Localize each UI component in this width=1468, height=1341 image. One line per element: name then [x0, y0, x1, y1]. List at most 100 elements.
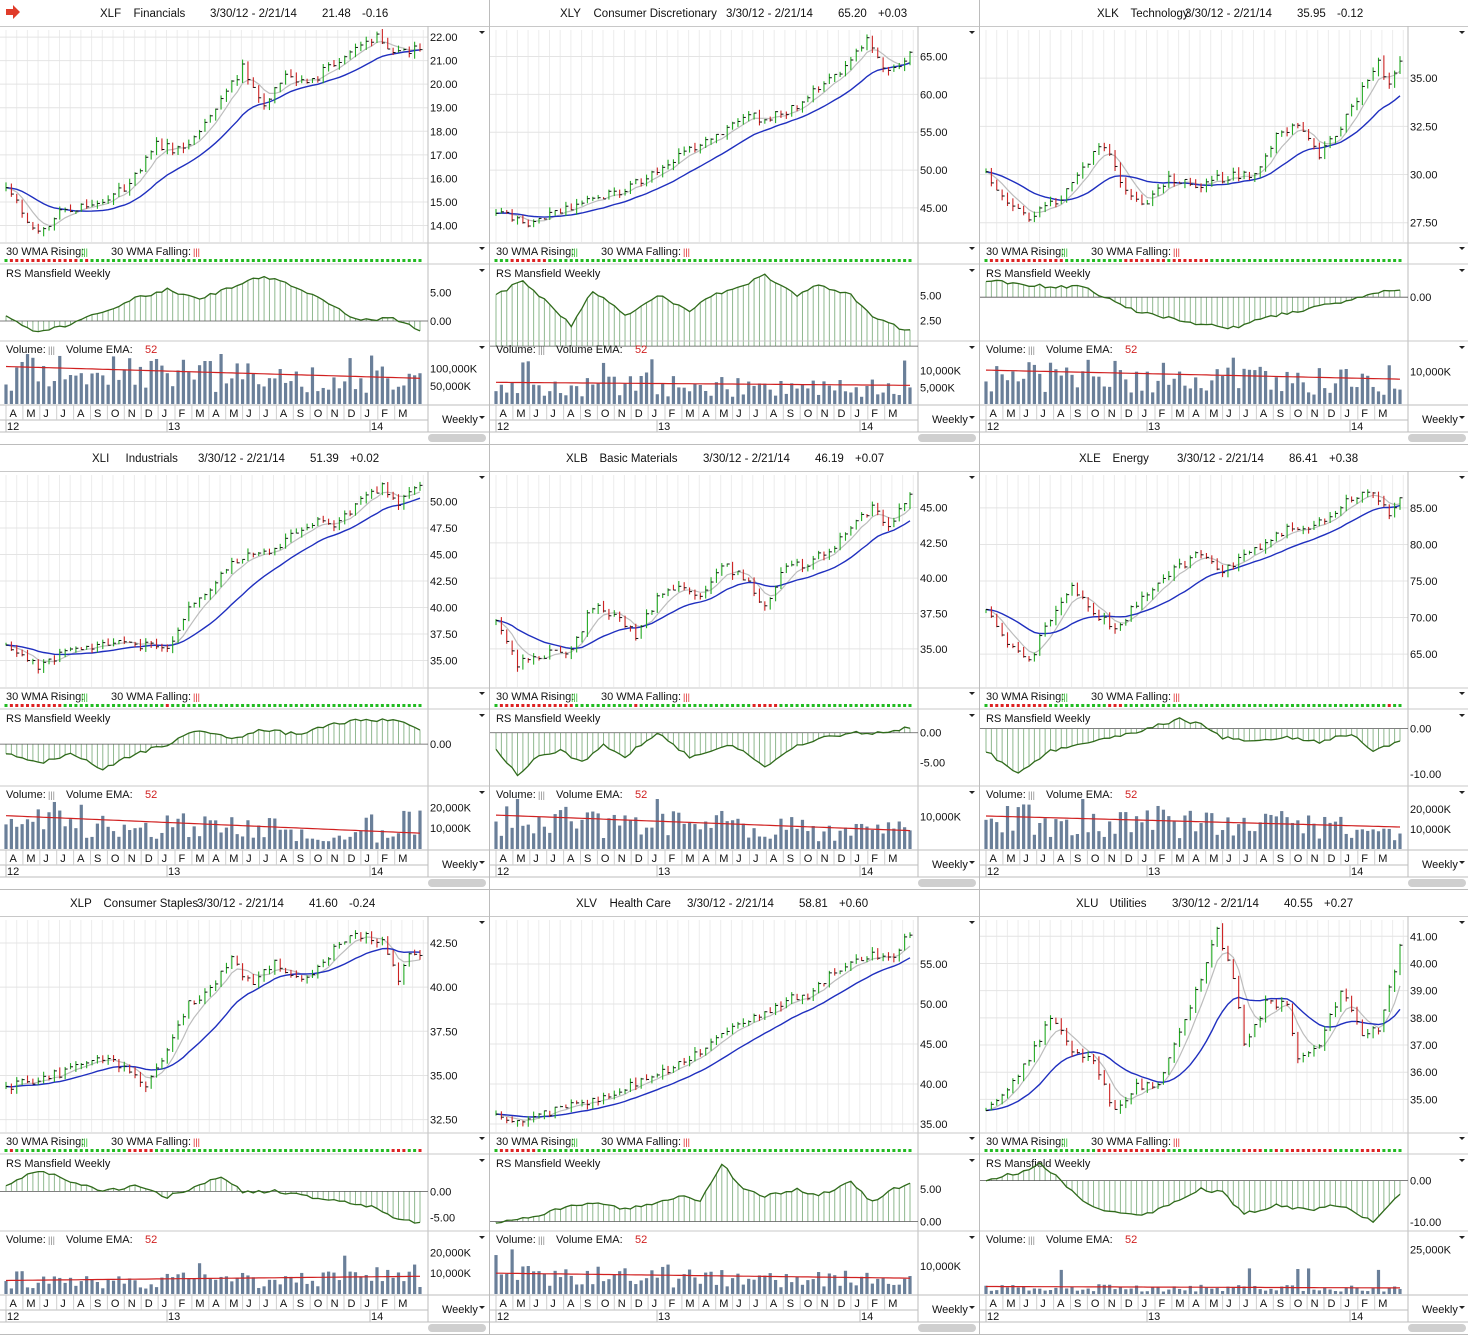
- wma-status-dot: [1006, 259, 1009, 262]
- volume-bar: [688, 1270, 691, 1294]
- wma-status-dot: [316, 259, 319, 262]
- wma-status-dot: [1146, 259, 1149, 262]
- wma-status-dot: [763, 259, 766, 262]
- volume-tick-label: 20,000K: [430, 1247, 472, 1259]
- wma-status-dot: [252, 259, 255, 262]
- month-label: J: [246, 408, 252, 420]
- wma-status-dot: [198, 704, 201, 707]
- wma-status-dot: [1307, 704, 1310, 707]
- scrollbar-thumb[interactable]: [918, 879, 976, 887]
- month-label: M: [516, 408, 525, 420]
- volume-bar: [785, 394, 788, 404]
- wma-status-dot: [15, 704, 18, 707]
- wma-falling-label: 30 WMA Falling:: [111, 1136, 191, 1148]
- wma-status-dot: [817, 704, 820, 707]
- wma-status-dot: [1226, 259, 1229, 262]
- volume-bar: [10, 1288, 13, 1294]
- scrollbar-thumb[interactable]: [428, 1324, 486, 1332]
- volume-bar: [871, 830, 874, 849]
- wma-status-dot: [392, 1149, 395, 1152]
- price-tick-label: 50.00: [920, 165, 948, 177]
- month-label: N: [1311, 853, 1319, 865]
- volume-bar: [117, 380, 120, 404]
- volume-bar: [289, 1277, 292, 1294]
- wma-status-dot: [332, 1149, 335, 1152]
- wma-status-dot: [693, 704, 696, 707]
- wma-status-dot: [710, 259, 713, 262]
- month-label: A: [567, 853, 575, 865]
- volume-bar: [1393, 840, 1396, 849]
- volume-bar: [268, 818, 271, 849]
- rs-label: RS Mansfield Weekly: [986, 268, 1091, 280]
- volume-bar: [720, 377, 723, 404]
- month-label: F: [871, 408, 878, 420]
- wma-status-dot: [26, 1149, 29, 1152]
- wma-status-dot: [1033, 704, 1036, 707]
- volume-bar: [37, 809, 40, 849]
- wma-status-dot: [1119, 259, 1122, 262]
- volume-tick-label: 20,000K: [1410, 804, 1452, 816]
- volume-ema-label: Volume EMA:: [556, 1234, 623, 1246]
- volume-bar: [289, 381, 292, 404]
- month-label: M: [888, 1298, 897, 1310]
- year-label: 12: [497, 421, 509, 433]
- year-label: 12: [7, 866, 19, 878]
- price-tick-label: 45.00: [430, 550, 458, 562]
- month-label: M: [195, 408, 204, 420]
- price-tick-label: 15.00: [430, 197, 458, 209]
- wma-status-dot: [1087, 704, 1090, 707]
- wma-status-dot: [779, 704, 782, 707]
- volume-bar: [882, 1278, 885, 1294]
- volume-bar: [709, 396, 712, 404]
- volume-bar: [21, 1271, 24, 1294]
- volume-bar: [284, 1276, 287, 1294]
- month-label: O: [1091, 408, 1100, 420]
- wma-status-dot: [1382, 259, 1385, 262]
- wma-status-dot: [822, 259, 825, 262]
- wma-status-dot: [570, 1149, 573, 1152]
- wma-status-dot: [511, 259, 514, 262]
- volume-bar: [408, 1272, 411, 1294]
- wma-status-dot: [990, 259, 993, 262]
- price-tick-label: 40.00: [430, 982, 458, 994]
- wma-status-dot: [1054, 259, 1057, 262]
- wma-status-dot: [101, 704, 104, 707]
- wma-status-dot: [844, 704, 847, 707]
- wma-status-dot: [268, 259, 271, 262]
- volume-label: Volume:: [496, 1234, 536, 1246]
- month-label: J: [1243, 853, 1249, 865]
- scrollbar-thumb[interactable]: [1408, 879, 1466, 887]
- volume-bar: [176, 1274, 179, 1294]
- volume-bar: [591, 812, 594, 849]
- year-label: 14: [1351, 866, 1363, 878]
- volume-ema-value: 52: [145, 344, 157, 356]
- month-label: M: [685, 1298, 694, 1310]
- volume-bar: [1323, 817, 1326, 849]
- wma-status-dot: [101, 259, 104, 262]
- volume-bar: [80, 1281, 83, 1294]
- wma-status-dot: [839, 1149, 842, 1152]
- wma-status-dot: [1232, 704, 1235, 707]
- scrollbar-thumb[interactable]: [1408, 434, 1466, 442]
- scrollbar-thumb[interactable]: [918, 1324, 976, 1332]
- wma-status-dot: [1291, 259, 1294, 262]
- volume-bar: [101, 1288, 104, 1294]
- price-tick-label: 55.00: [920, 959, 948, 971]
- wma-status-dot: [828, 1149, 831, 1152]
- scrollbar-thumb[interactable]: [918, 434, 976, 442]
- wma-status-dot: [1135, 259, 1138, 262]
- volume-bar: [1017, 381, 1020, 404]
- scrollbar-thumb[interactable]: [428, 879, 486, 887]
- wma-status-dot: [1001, 704, 1004, 707]
- volume-bar: [1285, 817, 1288, 849]
- volume-bar: [494, 1255, 497, 1294]
- scrollbar-thumb[interactable]: [428, 434, 486, 442]
- wma-status-dot: [688, 259, 691, 262]
- wma-status-dot: [220, 704, 223, 707]
- wma-status-dot: [887, 1149, 890, 1152]
- wma-status-dot: [419, 259, 422, 262]
- volume-bar: [908, 830, 911, 849]
- wma-status-dot: [1081, 259, 1084, 262]
- volume-bar: [1264, 814, 1267, 849]
- month-label: S: [584, 408, 591, 420]
